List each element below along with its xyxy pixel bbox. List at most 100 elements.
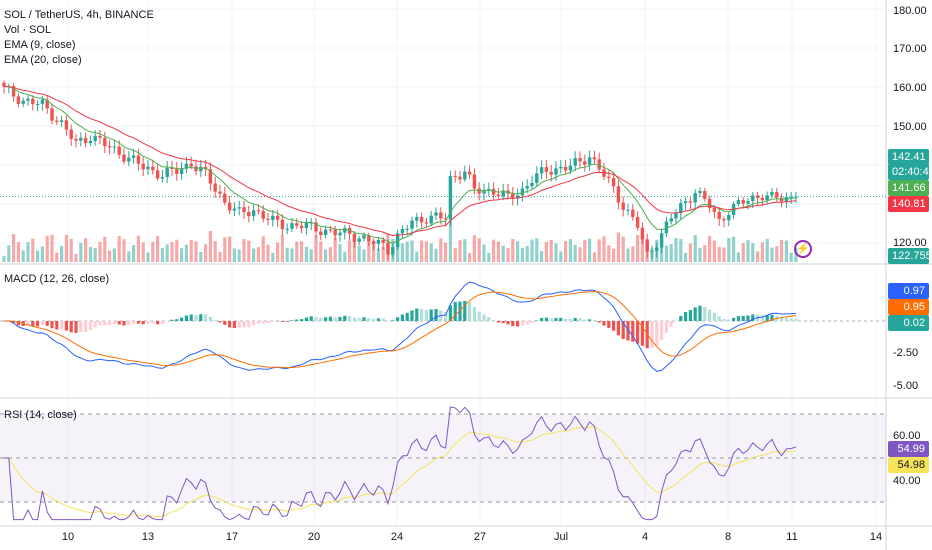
volume-bar [304, 246, 308, 262]
candle-body [659, 233, 664, 248]
volume-bar [516, 241, 520, 262]
candle-body [736, 200, 741, 204]
volume-bar [170, 242, 174, 262]
ema20-tag: 140.81 [888, 196, 929, 212]
macd-histogram-bar [189, 314, 193, 321]
volume-bar [703, 245, 707, 262]
macd-histogram-bar [93, 321, 97, 328]
volume-bar [564, 240, 568, 262]
volume-bar [31, 238, 35, 262]
candle-body [103, 137, 107, 147]
volume-bar [328, 247, 332, 262]
macd-histogram-bar [165, 321, 169, 322]
macd-histogram-bar [693, 307, 697, 321]
macd-histogram-bar [112, 321, 116, 324]
volume-bar [60, 245, 64, 262]
candle-body [136, 155, 141, 164]
volume-bar [367, 238, 371, 262]
macd-histogram-bar [31, 321, 35, 327]
volume-bar [602, 236, 606, 262]
candle-body [371, 240, 376, 244]
macd-histogram-bar [650, 321, 654, 348]
macd-histogram-bar [84, 321, 88, 332]
macd-histogram-bar [348, 316, 352, 321]
volume-bar [444, 242, 448, 262]
macd-histogram-bar [621, 321, 625, 339]
macd-histogram-bar [280, 321, 284, 322]
volume-bar [309, 249, 313, 262]
candle-body [266, 218, 270, 220]
macd-histogram-bar [223, 321, 227, 325]
macd-histogram-bar [352, 317, 356, 321]
candle-body [717, 211, 721, 219]
macd-histogram-bar [60, 321, 64, 330]
candle-body [434, 212, 438, 216]
rsi-legend[interactable]: RSI (14, close) [4, 409, 77, 421]
volume-bar [204, 244, 208, 262]
macd-histogram-bar [506, 321, 510, 325]
macd-histogram-bar [424, 309, 428, 321]
symbol-title[interactable]: SOL / TetherUS, 4h, BINANCE [4, 9, 154, 21]
volume-bar [165, 244, 169, 262]
candle-body [727, 214, 731, 221]
volume-bar [626, 248, 630, 262]
candle-body [16, 96, 21, 104]
volume-legend[interactable]: Vol · SOL [4, 24, 52, 36]
ema20-legend[interactable]: EMA (20, close) [4, 54, 82, 66]
volume-bar [300, 241, 304, 262]
candle-body [285, 228, 289, 230]
volume-bar [679, 238, 683, 262]
volume-bar [612, 248, 616, 262]
macd-histogram-bar [525, 321, 529, 325]
candle-body [549, 171, 553, 175]
volume-bar [631, 246, 635, 262]
ema9-legend[interactable]: EMA (9, close) [4, 39, 76, 51]
candle-body [439, 212, 443, 219]
macd-histogram-bar [218, 321, 222, 323]
macd-histogram-bar [79, 321, 83, 333]
x-tick-17: 17 [225, 531, 239, 543]
macd-histogram-bar [50, 321, 54, 329]
macd-histogram-bar [160, 321, 164, 324]
volume-tag: 122.755K [888, 248, 932, 264]
volume-bar [405, 241, 409, 262]
macd-legend[interactable]: MACD (12, 26, close) [4, 273, 110, 285]
volume-bar [7, 245, 11, 262]
macd-histogram-bar [333, 317, 337, 321]
volume-bar [12, 234, 16, 262]
x-tick-14: 14 [869, 531, 883, 543]
last-price-tag: 142.41 [888, 149, 929, 165]
macd-histogram-bar [136, 321, 140, 324]
volume-bar [26, 242, 30, 262]
volume-bar [376, 248, 380, 262]
macd-histogram-bar [453, 302, 457, 321]
candle-body [93, 135, 97, 141]
macd-histogram-bar [328, 316, 332, 321]
macd-histogram-bar [170, 319, 174, 321]
volume-bar [136, 235, 140, 262]
candle-body [568, 165, 573, 171]
lightning-icon[interactable]: ⚡ [794, 240, 812, 258]
volume-bar [338, 244, 342, 262]
macd-histogram-bar [636, 321, 640, 344]
x-tick-10: 10 [61, 531, 75, 543]
volume-bar [578, 247, 582, 262]
volume-bar [151, 241, 155, 262]
candle-body [463, 171, 467, 180]
candle-body [544, 167, 549, 172]
macd-histogram-bar [573, 317, 577, 321]
volume-bar [770, 247, 774, 262]
volume-bar [247, 240, 251, 262]
candle-body [645, 239, 649, 252]
volume-bar [290, 248, 294, 262]
macd-histogram-bar [415, 308, 419, 321]
volume-bar [559, 251, 563, 262]
volume-bar [463, 239, 467, 262]
candle-body [117, 146, 121, 155]
macd-histogram-bar [194, 314, 198, 321]
macd-histogram-bar [607, 321, 611, 328]
macd-histogram-bar [156, 321, 160, 325]
macd-histogram-bar [372, 318, 376, 321]
volume-bar [688, 243, 692, 262]
